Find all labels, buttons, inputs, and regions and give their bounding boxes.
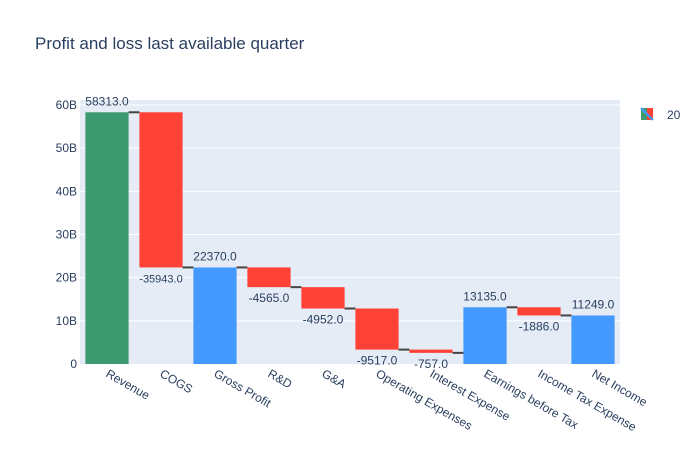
x-tick-label: Revenue: [104, 366, 153, 402]
data-label: 13135.0: [463, 289, 507, 303]
waterfall-bar: [247, 267, 291, 288]
waterfall-bar: [517, 307, 561, 316]
y-tick-label: 30B: [56, 228, 77, 242]
legend-label[interactable]: 20: [667, 108, 681, 122]
y-tick-label: 40B: [56, 184, 77, 198]
waterfall-bar: [139, 112, 183, 268]
waterfall-bar: [463, 307, 507, 364]
y-tick-label: 20B: [56, 271, 77, 285]
x-tick-label: Income Tax Expense: [536, 366, 640, 434]
waterfall-bar: [355, 308, 399, 350]
data-label: -1886.0: [519, 319, 560, 333]
waterfall-bar: [85, 112, 129, 364]
x-tick-label: Operating Expenses: [374, 366, 475, 432]
y-tick-label: 10B: [56, 314, 77, 328]
data-label: 22370.0: [193, 249, 237, 263]
x-tick-label: R&D: [266, 366, 295, 391]
data-label: 58313.0: [85, 94, 129, 108]
data-label: -35943.0: [139, 273, 182, 285]
legend-swatch-increasing[interactable]: [641, 108, 647, 120]
legend-swatch-decreasing[interactable]: [647, 108, 653, 120]
legend-swatch-total[interactable]: [640, 107, 654, 121]
y-tick-label: 50B: [56, 141, 77, 155]
waterfall-bar: [409, 349, 453, 353]
data-label: -757.0: [414, 357, 448, 371]
data-label: -4952.0: [303, 313, 344, 327]
x-tick-label: Earnings before Tax: [482, 366, 581, 431]
chart-title: Profit and loss last available quarter: [35, 34, 305, 53]
x-tick-label: Gross Profit: [212, 366, 274, 410]
waterfall-bar: [193, 267, 237, 364]
x-tick-label: COGS: [158, 366, 196, 396]
x-tick-label: G&A: [320, 366, 349, 391]
waterfall-bar: [301, 287, 345, 309]
data-label: 11249.0: [572, 297, 615, 311]
y-tick-label: 0: [70, 357, 77, 371]
waterfall-bar: [571, 315, 615, 364]
data-label: -9517.0: [357, 354, 398, 368]
data-label: -4565.0: [249, 291, 290, 305]
y-tick-label: 60B: [56, 98, 77, 112]
